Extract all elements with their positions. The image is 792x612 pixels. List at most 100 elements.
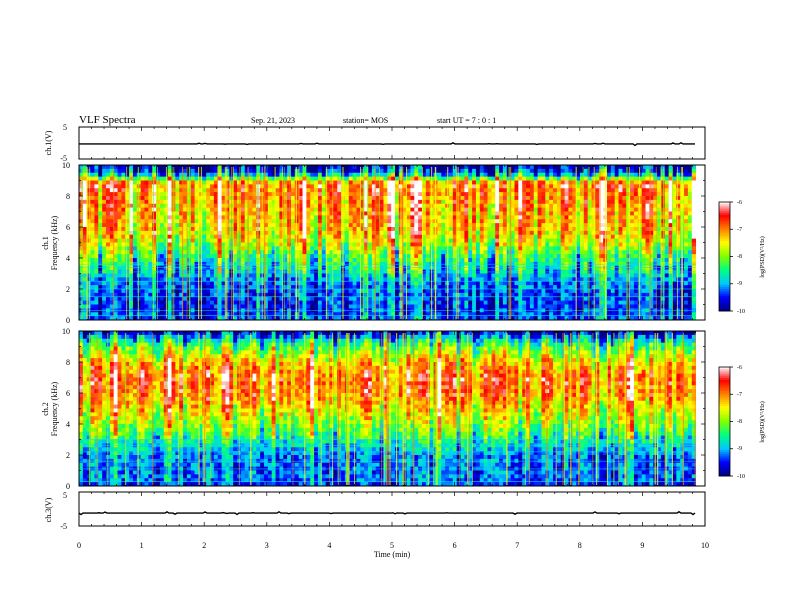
spectrogram-cell [591,227,596,232]
spectrogram-cell [90,227,95,232]
spectrogram-cell [464,172,469,178]
spectrogram-cell [225,196,230,201]
spectrogram-cell [271,277,276,282]
spectrogram-cell [599,168,604,174]
spectrogram-cell [98,258,103,263]
spectrogram-cell [82,211,88,216]
spectrogram-cell [606,234,612,240]
spectrogram-cell [148,265,153,271]
spectrogram-cell [348,199,354,205]
spectrogram-cell [630,192,635,197]
spectrogram-cell [263,203,269,209]
spectrogram-cell [479,184,485,189]
spectrogram-cell [98,192,103,197]
spectrogram-cell [321,219,327,224]
spectrogram-cell [156,192,161,197]
spectrogram-cell [117,230,122,236]
spectrogram-cell [475,246,481,251]
spectrogram-cell [610,184,616,189]
spectrogram-cell [572,192,577,197]
spectrogram-cell [183,180,188,185]
spectrogram-cell [514,227,519,232]
spectrogram-cell [198,254,203,259]
spectrogram-cell [283,188,288,193]
spectrogram-cell [668,199,673,205]
spectrogram-cell [595,180,600,185]
spectrogram-cell [502,281,508,286]
spectrogram-cell [275,254,280,259]
spectrogram-cell [672,184,677,189]
spectrogram-cell [668,211,673,216]
spectrogram-cell [487,172,492,178]
spectrogram-cell [522,176,527,181]
spectrogram-cell [626,246,631,251]
spectrogram-cell [622,265,627,271]
spectrogram-cell [287,192,292,197]
spectrogram-cell [687,192,693,197]
spectrogram-cell [156,227,161,232]
spectrogram-cell [329,230,334,236]
spectrogram-cell [587,207,592,212]
spectrogram-cell [414,277,419,282]
spectrogram-cell [641,258,646,263]
spectrogram-cell [502,199,508,205]
spectrogram-cell [610,219,616,224]
spectrogram-cell [117,192,122,197]
spectrogram-cell [290,223,296,228]
spectrogram-cell [132,250,138,255]
spectrogram-cell [502,227,508,232]
spectrogram-cell [310,203,315,209]
spectrogram-cell [248,168,253,174]
spectrogram-cell [529,254,535,259]
spectrogram-cell [125,227,130,232]
spectrogram-cell [368,196,373,201]
spectrogram-cell [371,258,377,263]
spectrogram-cell [660,168,666,174]
spectrogram-cell [568,199,573,205]
spectrogram-cell [418,238,423,243]
spectrogram-cell [660,223,666,228]
spectrogram-cell [556,273,562,278]
spectrogram-cell [437,265,442,271]
spectrogram-cell [626,165,631,170]
spectrogram-cell [379,199,384,205]
spectrogram-cell [102,203,107,209]
spectrogram-cell [94,227,99,232]
spectrogram-cell [306,168,311,174]
spectrogram-cell [302,196,307,201]
spectrogram-cell [352,254,357,259]
spectrogram-cell [572,176,577,181]
spectrogram-cell [94,230,99,236]
spectrogram-cell [452,281,458,286]
spectrogram-cell [383,250,388,255]
spectrogram-cell [217,254,222,259]
spectrogram-cell [275,242,280,247]
spectrogram-cell [364,180,369,185]
spectrogram-cell [348,188,354,193]
spectrogram-cell [537,199,542,205]
spectrogram-cell [630,168,635,174]
spectrogram-cell [302,238,307,243]
spectrogram-cell [213,230,219,236]
spectrogram-cell [560,180,565,185]
spectrogram-cell [163,219,169,224]
spectrogram-cell [479,234,485,240]
spectrogram-cell [580,203,585,209]
spectrogram-cell [163,215,169,220]
spectrogram-cell [614,168,619,174]
spectrogram-cell [395,246,400,251]
spectrogram-cell [344,165,350,170]
spectrogram-cell [275,246,280,251]
spectrogram-cell [283,258,288,263]
spectrogram-cell [441,211,446,216]
spectrogram-cell [545,223,550,228]
spectrogram-cell [510,196,515,201]
spectrogram-cell [271,203,276,209]
spectrogram-cell [691,192,697,197]
spectrogram-cell [684,196,689,201]
spectrogram-cell [687,196,693,201]
spectrogram-cell [333,258,338,263]
spectrogram-cell [483,184,488,189]
spectrogram-cell [132,223,138,228]
spectrogram-cell [140,219,145,224]
